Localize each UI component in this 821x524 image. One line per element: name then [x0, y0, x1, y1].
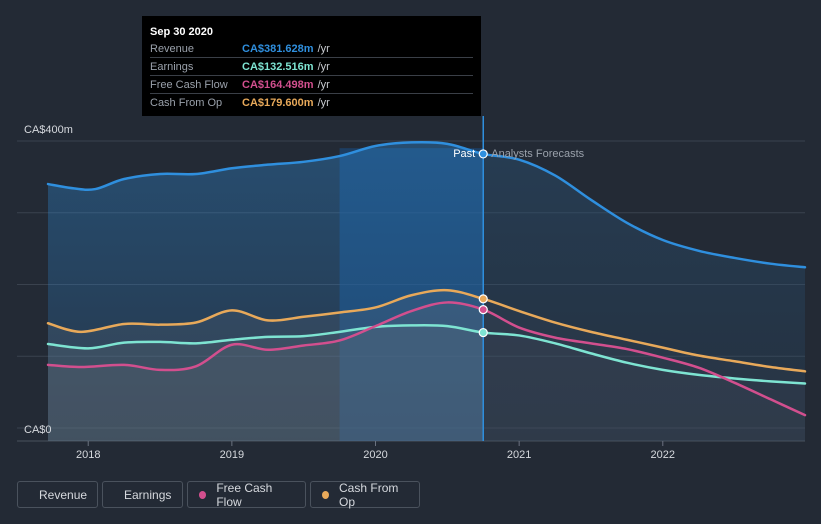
- tooltip-row-label: Cash From Op: [150, 96, 223, 109]
- tooltip-row: Free Cash Flow CA$164.498m/yr: [150, 75, 473, 93]
- legend-dot-icon: [322, 490, 330, 499]
- revenue-area-forecast: [483, 153, 805, 441]
- tooltip-row-value: CA$164.498m: [242, 78, 314, 91]
- x-tick-label: 2020: [363, 449, 387, 461]
- earnings-area-forecast: [483, 332, 805, 441]
- tooltip-row-value: CA$132.516m: [242, 60, 314, 73]
- cfo-line: [46, 288, 807, 373]
- legend-label: Cash From Op: [339, 480, 399, 509]
- legend-item-cash-from-op[interactable]: Cash From Op: [310, 480, 420, 509]
- revenue-area-past: [48, 142, 484, 441]
- legend-item-free-cash-flow[interactable]: Free Cash Flow: [187, 480, 306, 509]
- tooltip-row-label: Earnings: [150, 60, 194, 73]
- y-axis-top-label: CA$400m: [24, 124, 73, 136]
- tooltip-row: Cash From Op CA$179.600m/yr: [150, 93, 473, 111]
- tooltip-row-value: CA$179.600m: [242, 96, 314, 109]
- x-tick-label: 2018: [76, 449, 100, 461]
- tooltip-row-value: CA$381.628m: [242, 42, 314, 55]
- cfo-marker[interactable]: [478, 294, 488, 304]
- fcf-line: [46, 301, 807, 417]
- legend-label: Free Cash Flow: [216, 480, 273, 509]
- x-tick-label: 2022: [651, 449, 675, 461]
- tooltip-row-unit: /yr: [317, 96, 330, 109]
- series-areas: [48, 142, 805, 441]
- x-axis-ticks: 2018 2019 2020 2021 2022: [76, 441, 675, 461]
- earnings-marker[interactable]: [478, 327, 488, 338]
- tooltip-row-label: Free Cash Flow: [150, 78, 228, 91]
- tooltip-row: Revenue CA$381.628m/yr: [150, 40, 473, 57]
- cfo-area-forecast: [483, 298, 805, 441]
- tooltip-row-unit: /yr: [317, 78, 330, 91]
- legend-item-earnings[interactable]: Earnings: [102, 481, 183, 508]
- tooltip-markers: [478, 149, 488, 338]
- revenue-marker[interactable]: [478, 149, 488, 159]
- revenue-line: [46, 140, 807, 269]
- fcf-marker[interactable]: [478, 305, 488, 315]
- tooltip-row-unit: /yr: [317, 60, 330, 73]
- fcf-area-past: [48, 302, 484, 441]
- past-label: Past: [453, 148, 475, 160]
- tooltip-row-unit: /yr: [317, 42, 330, 55]
- earnings-area-past: [48, 325, 484, 441]
- fcf-area-forecast: [483, 309, 805, 441]
- earnings-line: [46, 324, 807, 385]
- legend-label: Earnings: [124, 487, 172, 502]
- forecast-label: Analysts Forecasts: [491, 148, 584, 160]
- legend-dot-icon: [199, 490, 207, 499]
- tooltip-row: Earnings CA$132.516m/yr: [150, 57, 473, 75]
- y-axis-bottom-label: CA$0: [24, 424, 52, 436]
- tooltip-row-label: Revenue: [150, 42, 195, 55]
- tooltip-date: Sep 30 2020: [150, 26, 213, 38]
- x-tick-label: 2021: [507, 449, 531, 461]
- legend-item-revenue[interactable]: Revenue: [17, 481, 98, 508]
- series-lines: [46, 140, 807, 417]
- tooltip: Sep 30 2020 Revenue CA$381.628m/yr Earning…: [142, 16, 481, 116]
- legend-label: Revenue: [39, 487, 88, 502]
- x-tick-label: 2019: [220, 449, 244, 461]
